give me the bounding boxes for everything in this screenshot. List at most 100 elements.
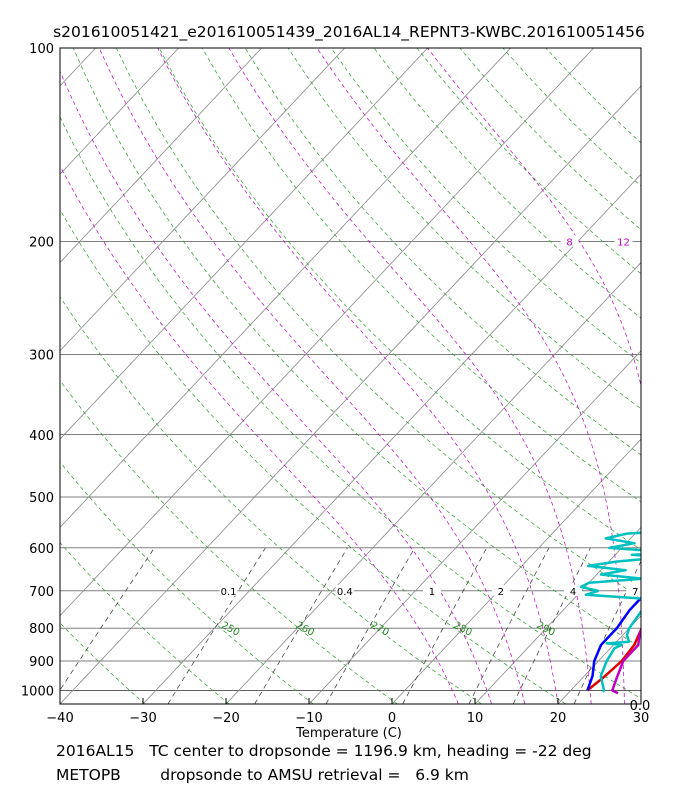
isotherm-line	[60, 85, 641, 704]
moist-adiabat-line	[60, 70, 492, 704]
mixing-ratio-line	[167, 547, 266, 704]
mixing-ratio-label-bg	[491, 584, 510, 596]
isotherm-line	[308, 350, 641, 704]
x-tick-label: 0	[388, 711, 396, 726]
mixing-ratio-label: 0.1	[221, 587, 237, 598]
mixing-ratio-label-bg	[219, 584, 238, 596]
mixing-ratio-label: 7	[632, 587, 638, 598]
y-tick-label: 1000	[21, 684, 54, 699]
x-tick-label: −30	[129, 711, 156, 726]
series-line	[579, 531, 641, 693]
y-tick-label: 900	[29, 655, 54, 670]
series-line	[586, 596, 641, 691]
dry-adiabat-label: 290	[535, 620, 557, 639]
isotherm-line	[60, 48, 262, 264]
isotherm-line	[225, 261, 641, 704]
mixing-ratio-label-bg	[659, 585, 677, 596]
dry-adiabat-line	[158, 48, 641, 551]
moist-adiabat-label: 8	[566, 237, 572, 248]
isotherm-line	[640, 703, 641, 704]
moist-adiabat-line	[427, 48, 641, 388]
dry-adiabat-line	[60, 542, 230, 704]
dry-adiabat-line	[502, 48, 641, 187]
y-tick-label: 300	[29, 348, 54, 363]
mixing-ratio-label: 1	[429, 587, 435, 598]
mixing-ratio-label-bg	[335, 584, 354, 596]
series-line	[611, 626, 641, 695]
mixing-ratio-label: 2	[498, 587, 504, 598]
dry-adiabat-line	[201, 48, 641, 503]
isotherm-line	[474, 526, 641, 704]
x-tick-label: −10	[295, 711, 322, 726]
dry-adiabat-line	[459, 48, 641, 231]
dry-adiabat-line	[72, 48, 641, 649]
moist-adiabat-line	[60, 165, 459, 704]
series-line	[586, 627, 641, 692]
y-tick-label: 400	[29, 429, 54, 444]
mixing-ratio-line	[512, 547, 591, 704]
y-tick-label: 500	[29, 491, 54, 506]
isotherm-line	[142, 173, 641, 704]
footer-line-2: METOPB dropsonde to AMSU retrieval = 6.9…	[56, 766, 469, 784]
moist-adiabat-label-bg	[560, 235, 579, 247]
dry-adiabat-label: 260	[294, 620, 316, 639]
mixing-ratio-label-bg	[422, 584, 441, 596]
moist-adiabat-label: 16	[679, 237, 692, 248]
corner-value: 0.0	[630, 699, 651, 714]
background-lines	[0, 48, 641, 704]
y-axis: 100 200 300 400 500 600 700 800 900 1000	[21, 42, 54, 699]
dry-adiabat-line	[60, 116, 641, 700]
chart-title: s201610051421_e201610051439_2016AL14_REP…	[53, 23, 645, 42]
isotherm-line	[60, 48, 179, 175]
dry-adiabat-line	[60, 208, 566, 704]
moist-adiabat-label: 12	[617, 237, 630, 248]
isotherm-line	[60, 48, 511, 528]
isotherm-line	[391, 438, 641, 704]
y-tick-label: 700	[29, 585, 54, 600]
mixing-ratio-line	[60, 547, 155, 691]
dry-adiabat-line	[115, 48, 641, 599]
isotherm-line	[60, 48, 428, 440]
x-axis: −40 −30 −20 −10 0 10 20 30	[46, 698, 649, 726]
profile-series	[579, 531, 641, 695]
dry-adiabat-line	[60, 296, 482, 704]
isotherm-line	[557, 615, 641, 704]
isotherm-line	[60, 48, 345, 352]
x-tick-label: 20	[550, 711, 567, 726]
isotherm-line	[0, 48, 13, 704]
dry-adiabat-line	[244, 48, 641, 456]
dry-adiabat-line	[287, 48, 641, 410]
x-axis-label: Temperature (C)	[295, 726, 402, 741]
x-tick-label: −20	[212, 711, 239, 726]
y-tick-label: 800	[29, 622, 54, 637]
dry-adiabat-line	[60, 622, 146, 704]
moist-adiabat-label-bg	[614, 235, 633, 247]
x-tick-label: 10	[467, 711, 484, 726]
isotherm-line	[60, 48, 594, 617]
mixing-ratio-line	[468, 547, 550, 704]
dry-adiabat-line	[60, 379, 398, 704]
moist-adiabat-line	[228, 48, 592, 704]
x-tick-label: −40	[46, 711, 73, 726]
mixing-ratio-label: 4	[570, 587, 576, 598]
mixing-ratio-label-bg	[564, 584, 583, 596]
dry-adiabat-line	[416, 48, 641, 275]
dry-adiabat-line	[60, 461, 314, 704]
y-tick-label: 100	[29, 42, 54, 57]
moist-adiabat-line	[316, 48, 625, 704]
plot-frame	[59, 47, 642, 705]
dry-adiabat-label: 280	[452, 620, 474, 639]
dry-adiabat-line	[545, 48, 641, 144]
mixing-ratio-label: 0.4	[337, 587, 353, 598]
mixing-ratio-label: 10	[662, 587, 675, 598]
moist-adiabat-line	[98, 48, 526, 704]
isotherm-line	[60, 48, 96, 87]
footer-line-1: 2016AL15 TC center to dropsonde = 1196.9…	[56, 742, 592, 760]
y-tick-label: 600	[29, 542, 54, 557]
dry-adiabat-line	[60, 702, 61, 704]
mixing-ratio-line	[402, 547, 488, 704]
dry-adiabat-label: 270	[369, 620, 391, 639]
moist-adiabat-label-bg	[677, 235, 695, 246]
dry-adiabat-line	[373, 48, 641, 319]
